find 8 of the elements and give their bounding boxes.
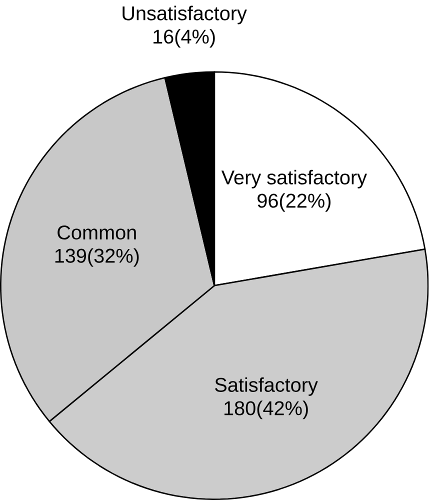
slice-label: Very satisfactory	[222, 170, 368, 188]
data-label: 96(22%)	[258, 193, 331, 212]
slice-label: Common	[58, 225, 136, 240]
data-label: 139(32%)	[55, 248, 139, 267]
slice-label: Satisfactory	[215, 377, 318, 396]
data-label: 16(4%)	[154, 29, 215, 48]
slice-label: Unsatisfactory	[122, 6, 248, 24]
data-label: 180(42%)	[224, 400, 308, 420]
